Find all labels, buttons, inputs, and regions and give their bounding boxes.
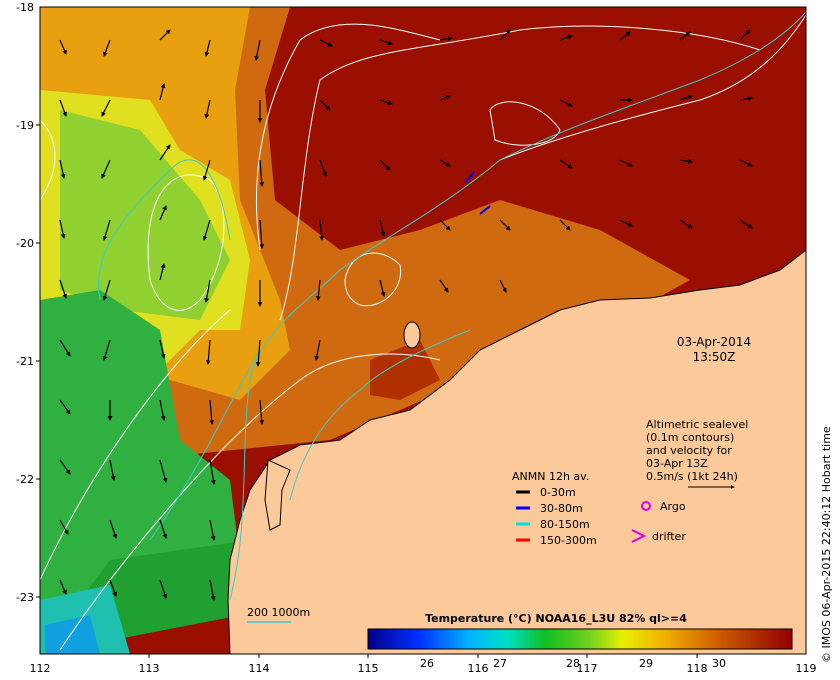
altimetry-line-4: 03-Apr 13Z (646, 457, 708, 470)
x-tick-label: 116 (468, 662, 489, 675)
y-tick-label: -23 (16, 591, 34, 604)
y-tick-label: -19 (16, 119, 34, 132)
warm-eddy-patch (370, 340, 440, 400)
colorbar-tick: 28 (566, 657, 580, 670)
light-green-water (60, 110, 230, 320)
velocity-vectors (59, 29, 753, 601)
cool-water-core (45, 615, 100, 654)
plot-frame (39, 6, 807, 655)
legend-title: ANMN 12h av. (512, 470, 589, 483)
x-tick-label: 119 (796, 662, 817, 675)
mooring-legend: ANMN 12h av. 0-30m 30-80m 80-150m 150-30… (512, 470, 686, 547)
altimetry-note: Altimetric sealevel (0.1m contours) and … (646, 418, 748, 489)
altimetry-line-1: Altimetric sealevel (646, 418, 748, 431)
isobaths (98, 11, 806, 601)
map-date: 03-Apr-2014 (677, 335, 751, 349)
y-tick-label: -20 (16, 237, 34, 250)
x-axis: 112 113 114 115 116 117 118 119 (30, 654, 817, 675)
island (403, 321, 421, 349)
sealevel-contours (40, 14, 806, 651)
colorbar-tick: 26 (420, 657, 434, 670)
x-tick-label: 114 (249, 662, 270, 675)
altimetry-line-2: (0.1m contours) (646, 431, 734, 444)
colorbar-tick: 27 (493, 657, 507, 670)
colorbar-title: Temperature (°C) NOAA16_L3U 82% ql>=4 (425, 612, 687, 625)
x-tick-label: 112 (30, 662, 51, 675)
land-mass (227, 249, 806, 654)
colorbar-tick: 29 (639, 657, 653, 670)
x-tick-label: 117 (577, 662, 598, 675)
map-time: 13:50Z (693, 350, 736, 364)
colorbar-scale (367, 628, 793, 650)
legend-label-30-80m: 30-80m (540, 502, 583, 515)
x-tick-label: 115 (358, 662, 379, 675)
x-tick-label: 113 (139, 662, 160, 675)
mooring-arrow-blue (479, 205, 491, 215)
drifter-label: drifter (652, 530, 686, 543)
peninsula (264, 459, 291, 531)
legend-label-150-300m: 150-300m (540, 534, 597, 547)
colorbar-tick: 30 (712, 657, 726, 670)
isobath-label: 200 1000m (247, 606, 310, 619)
argo-label: Argo (660, 500, 686, 513)
y-tick-label: -21 (16, 355, 34, 368)
y-tick-label: -18 (16, 1, 34, 14)
x-tick-label: 118 (687, 662, 708, 675)
y-axis: -18 -19 -20 -21 -22 -23 (16, 1, 40, 604)
y-tick-label: -22 (16, 473, 34, 486)
altimetry-line-5: 0.5m/s (1kt 24h) (646, 470, 738, 483)
credit-stamp: © IMOS 06-Apr-2015 22:40:12 Hobart time (820, 426, 833, 663)
legend-label-0-30m: 0-30m (540, 486, 576, 499)
argo-marker-icon (641, 501, 651, 511)
altimetry-line-3: and velocity for (646, 444, 732, 457)
colorbar: Temperature (°C) NOAA16_L3U 82% ql>=4 26… (367, 612, 793, 670)
drifter-marker-icon (631, 529, 647, 543)
mooring-arrow-blue (465, 171, 475, 183)
legend-label-80-150m: 80-150m (540, 518, 590, 531)
